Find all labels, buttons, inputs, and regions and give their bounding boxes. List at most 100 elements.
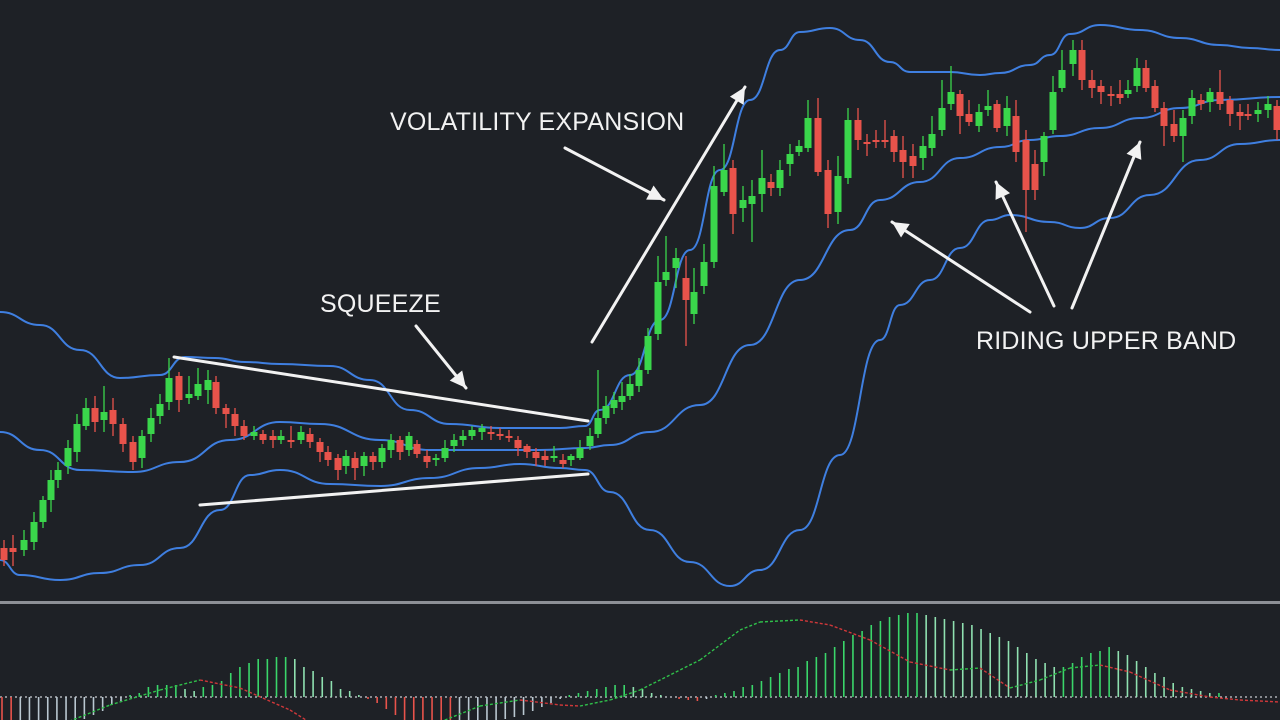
candle — [682, 256, 690, 346]
candle — [20, 530, 28, 556]
candle — [450, 434, 458, 452]
macd-signal-segment — [639, 659, 701, 691]
candle — [586, 428, 594, 450]
candle — [541, 450, 549, 466]
candle — [1236, 104, 1244, 130]
macd-signal-segment — [519, 699, 561, 706]
candle — [334, 454, 342, 480]
candle — [64, 440, 72, 474]
macd-signal-segment — [1099, 664, 1131, 673]
expansion-pointer-arrow-icon — [563, 146, 666, 202]
band-upper — [0, 23, 1280, 429]
candle — [240, 420, 248, 440]
candle — [387, 434, 395, 458]
candle — [129, 436, 137, 470]
candle — [413, 440, 421, 458]
candle — [441, 440, 449, 462]
riding-arrow-2-icon — [994, 180, 1056, 308]
candle — [269, 430, 277, 448]
candle — [786, 144, 794, 176]
candle — [39, 496, 47, 528]
candle — [1003, 96, 1011, 136]
candle — [91, 396, 99, 432]
candle — [259, 430, 267, 444]
candle — [662, 236, 670, 286]
candle — [1151, 80, 1159, 112]
candle — [720, 144, 728, 196]
candle — [1022, 130, 1030, 232]
candle — [1012, 100, 1020, 162]
macd-signal-segment — [1169, 689, 1211, 698]
candle — [938, 80, 946, 136]
candle — [405, 432, 413, 456]
candle — [626, 374, 634, 400]
candle — [1124, 80, 1132, 98]
candle — [1031, 150, 1039, 200]
candle — [324, 446, 332, 466]
macd-signal-segment — [739, 621, 761, 631]
candle — [277, 430, 285, 444]
candle — [1040, 132, 1048, 176]
candle — [1188, 90, 1196, 124]
candle — [9, 535, 17, 566]
candle — [369, 452, 377, 470]
candle — [1107, 86, 1115, 106]
candle — [654, 256, 662, 340]
pane-divider[interactable] — [0, 601, 1280, 604]
candle — [119, 418, 127, 452]
candle — [54, 462, 62, 488]
candle — [1273, 100, 1280, 140]
candle — [342, 450, 350, 474]
squeeze-upper-trendline — [172, 355, 590, 423]
candle — [602, 396, 610, 424]
macd-signal-segment — [70, 704, 111, 720]
candle — [729, 160, 737, 234]
macd-signal-segment — [759, 619, 801, 623]
candle — [297, 426, 305, 444]
candle — [351, 452, 359, 480]
candle — [73, 414, 81, 462]
candle — [767, 174, 775, 196]
candle — [1133, 58, 1141, 92]
candle — [672, 248, 680, 288]
squeeze-lower-trendline — [198, 472, 590, 507]
macd-signal-segment — [559, 704, 581, 707]
candle — [1049, 76, 1057, 134]
candle — [1179, 110, 1187, 162]
macd-signal-segment — [239, 687, 291, 711]
squeeze-arrow-icon — [414, 324, 468, 390]
candle — [804, 100, 812, 152]
macd-signal-segment — [289, 709, 308, 720]
candle — [459, 430, 467, 446]
candle — [739, 186, 747, 222]
candle — [1264, 96, 1272, 118]
candle — [468, 426, 476, 440]
candle — [1142, 60, 1150, 92]
macd-signal-segment — [443, 705, 481, 720]
candle — [567, 454, 575, 466]
macd-signal-segment — [1039, 667, 1071, 681]
macd-signal-segment — [1009, 679, 1041, 689]
candle — [487, 426, 495, 440]
candle — [881, 120, 889, 148]
macd-signal-segment — [979, 667, 1011, 689]
squeeze-label: SQUEEZE — [320, 290, 441, 318]
macd-pane — [0, 613, 1280, 720]
macd-signal-segment — [199, 679, 241, 689]
candle — [194, 368, 202, 400]
candle — [231, 408, 239, 436]
macd-signal-segment — [699, 629, 741, 661]
candle — [899, 136, 907, 178]
candle — [1116, 80, 1124, 104]
candle — [165, 358, 173, 410]
macd-signal-segment — [609, 689, 641, 701]
candle — [594, 370, 602, 438]
candle — [947, 66, 955, 110]
expansion-trend-arrow-icon — [590, 85, 747, 344]
candle — [1160, 102, 1168, 146]
candle — [1206, 88, 1214, 112]
candle — [965, 100, 973, 126]
candle — [360, 452, 368, 476]
riding-upper-band-label: RIDING UPPER BAND — [976, 327, 1237, 355]
